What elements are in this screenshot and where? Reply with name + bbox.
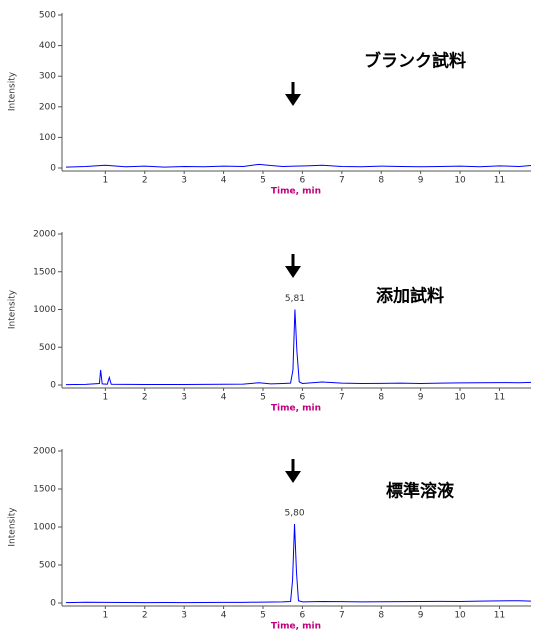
x-tick-label: 9 [418,176,424,186]
x-tick-label: 9 [418,611,424,621]
x-tick-label: 10 [454,393,466,403]
y-tick-label: 1000 [33,305,56,315]
sample-annotation: 標準溶液 [386,481,454,502]
x-tick-label: 7 [339,393,345,403]
x-tick-label: 11 [494,393,505,403]
y-tick-label: 200 [39,102,56,112]
x-axis-label: Time, min [271,404,321,414]
y-axis-label: Intensity [8,71,18,111]
x-axis-label: Time, min [271,187,321,197]
y-tick-label: 0 [50,381,56,391]
x-tick-label: 10 [454,611,466,621]
x-tick-label: 1 [102,611,108,621]
arrow [285,82,301,106]
x-tick-label: 5 [260,393,266,403]
x-tick-label: 1 [102,393,108,403]
x-tick-label: 11 [494,176,505,186]
x-tick-label: 1 [102,176,108,186]
x-tick-label: 2 [142,393,148,403]
x-tick-label: 4 [221,176,227,186]
x-tick-label: 4 [221,611,227,621]
x-tick-label: 3 [181,176,187,186]
y-tick-label: 500 [39,343,56,353]
x-tick-label: 8 [378,611,384,621]
y-tick-label: 0 [50,164,56,174]
y-tick-label: 300 [39,72,56,82]
x-tick-label: 2 [142,611,148,621]
x-tick-label: 7 [339,176,345,186]
x-tick-label: 5 [260,611,266,621]
sample-annotation: ブランク試料 [364,51,466,72]
x-axis-label: Time, min [271,622,321,631]
x-tick-label: 6 [300,611,306,621]
y-tick-label: 100 [39,133,56,143]
x-tick-label: 6 [300,393,306,403]
x-tick-label: 7 [339,611,345,621]
x-tick-label: 8 [378,393,384,403]
y-tick-label: 1500 [33,267,56,277]
chromatogram-line [65,163,532,168]
x-tick-label: 11 [494,611,505,621]
x-tick-label: 6 [300,176,306,186]
sample-annotation: 添加試料 [376,286,444,307]
chromatogram-line [65,309,532,386]
y-axis-label: Intensity [8,507,18,547]
y-tick-label: 0 [50,599,56,609]
x-tick-label: 9 [418,393,424,403]
arrow [285,254,301,278]
y-tick-label: 500 [39,561,56,571]
y-axis-label: Intensity [8,289,18,329]
peak-label: 5,81 [285,294,305,304]
x-tick-label: 2 [142,176,148,186]
x-tick-label: 3 [181,393,187,403]
x-tick-label: 5 [260,176,266,186]
x-tick-label: 10 [454,176,466,186]
y-tick-label: 1000 [33,523,56,533]
y-tick-label: 500 [39,11,56,21]
x-tick-label: 3 [181,611,187,621]
y-tick-label: 2000 [33,447,56,457]
arrow [285,459,301,483]
chromatogram-line [65,523,532,604]
y-tick-label: 400 [39,41,56,51]
x-tick-label: 8 [378,176,384,186]
y-tick-label: 2000 [33,230,56,240]
x-tick-label: 4 [221,393,227,403]
peak-label: 5,80 [285,508,305,518]
y-tick-label: 1500 [33,485,56,495]
